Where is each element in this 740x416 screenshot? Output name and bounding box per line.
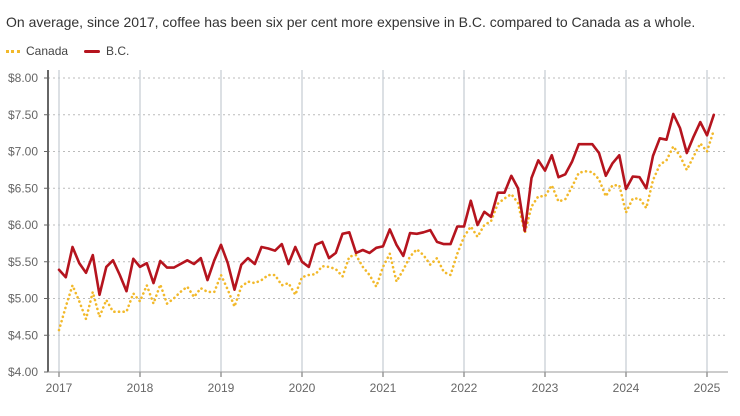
y-tick-label: $7.50 <box>8 108 38 122</box>
x-tick-label: 2019 <box>208 381 235 395</box>
x-tick-label: 2025 <box>694 381 721 395</box>
x-tick-label: 2022 <box>451 381 478 395</box>
x-tick-label: 2021 <box>370 381 397 395</box>
y-tick-label: $6.00 <box>8 218 38 232</box>
x-tick-label: 2024 <box>613 381 640 395</box>
y-tick-label: $4.00 <box>8 365 38 379</box>
y-tick-label: $5.50 <box>8 255 38 269</box>
y-tick-label: $8.00 <box>8 71 38 85</box>
series-line-canada <box>57 128 716 332</box>
legend-label-canada: Canada <box>26 44 69 58</box>
y-tick-label: $5.00 <box>8 292 38 306</box>
x-tick-label: 2023 <box>532 381 559 395</box>
legend: Canada B.C. <box>6 44 129 58</box>
legend-swatch-canada <box>6 49 20 53</box>
x-tick-label: 2017 <box>46 381 73 395</box>
legend-swatch-bc <box>84 49 101 53</box>
x-tick-label: 2018 <box>127 381 154 395</box>
x-tick-label: 2020 <box>289 381 316 395</box>
y-tick-label: $7.00 <box>8 145 38 159</box>
chart-subtitle: On average, since 2017, coffee has been … <box>6 14 696 30</box>
series-line-bc <box>57 112 716 297</box>
y-tick-label: $4.50 <box>8 328 38 342</box>
y-tick-label: $6.50 <box>8 181 38 195</box>
legend-label-bc: B.C. <box>106 44 130 58</box>
